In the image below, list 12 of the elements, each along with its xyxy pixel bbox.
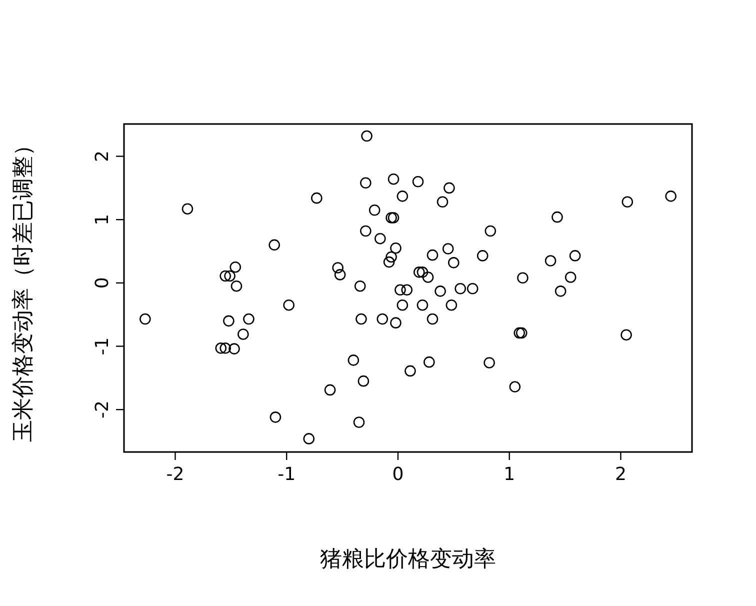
y-tick-label: 2	[92, 150, 113, 162]
y-tick-label: -2	[92, 400, 113, 419]
y-tick-label: 1	[92, 214, 113, 226]
x-axis-title: 猪粮比价格变动率	[320, 547, 496, 572]
y-tick-label: 0	[92, 277, 113, 289]
x-tick-label: -2	[166, 464, 184, 485]
x-tick-label: 0	[392, 464, 404, 485]
y-tick-label: -1	[92, 337, 113, 356]
x-tick-label: 1	[504, 464, 516, 485]
x-tick-label: -1	[278, 464, 296, 485]
y-axis-title: 玉米价格变动率（时差已调整）	[11, 134, 36, 442]
x-tick-label: 2	[614, 464, 626, 485]
